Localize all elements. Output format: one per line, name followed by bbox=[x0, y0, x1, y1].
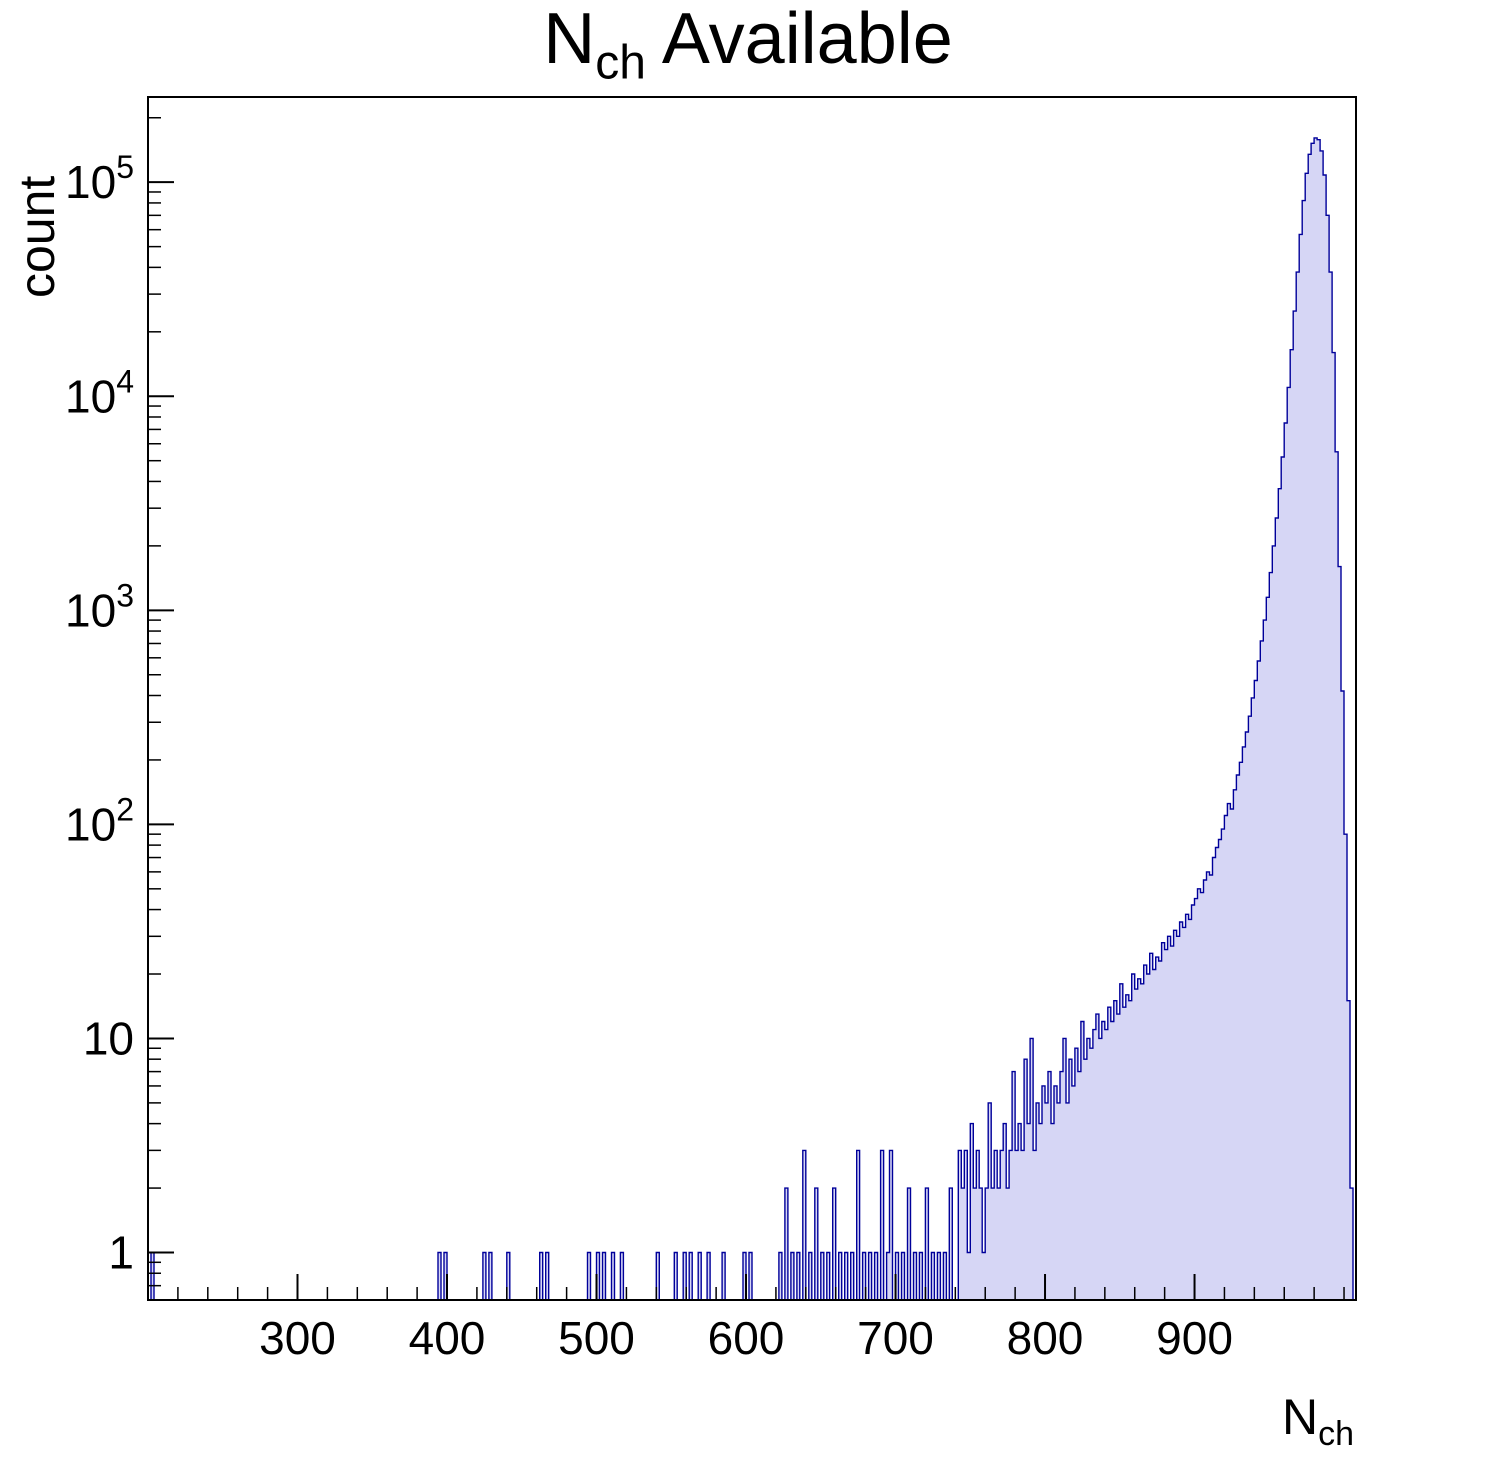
histogram-run bbox=[539, 1251, 544, 1300]
histogram-run bbox=[867, 1251, 873, 1300]
x-tick-label: 400 bbox=[409, 1312, 486, 1364]
histogram-run bbox=[924, 1187, 930, 1300]
histogram-run bbox=[873, 1251, 879, 1300]
histogram-run bbox=[879, 1149, 885, 1300]
histogram-run bbox=[784, 1187, 789, 1300]
histogram-run bbox=[930, 1251, 936, 1300]
title-subscript: ch bbox=[595, 36, 646, 90]
title-main: N bbox=[543, 0, 596, 79]
histogram-run bbox=[673, 1251, 678, 1300]
histogram-run bbox=[900, 1251, 906, 1300]
histogram-run bbox=[936, 1251, 942, 1300]
y-axis: 1 10 102 103 104 105 bbox=[65, 116, 174, 1301]
histogram-run bbox=[802, 1149, 807, 1300]
y-tick-label: 1 bbox=[108, 1227, 134, 1279]
histogram-run bbox=[688, 1251, 693, 1300]
histogram-run bbox=[826, 1251, 831, 1300]
x-tick-label: 600 bbox=[708, 1312, 785, 1364]
histogram-run bbox=[748, 1251, 753, 1300]
y-axis-title: count bbox=[9, 175, 65, 298]
histogram-run bbox=[856, 1149, 861, 1300]
histogram-run bbox=[814, 1187, 819, 1300]
histogram-run bbox=[790, 1251, 795, 1300]
x-axis-title: Nch bbox=[1282, 1388, 1354, 1454]
histogram-run bbox=[488, 1251, 493, 1300]
histogram-run bbox=[778, 1251, 783, 1300]
y-tick-label: 10 bbox=[83, 1012, 134, 1064]
histogram-run bbox=[437, 1251, 442, 1300]
histogram-run bbox=[482, 1251, 487, 1300]
histogram-run bbox=[885, 1149, 894, 1300]
histogram-run bbox=[838, 1251, 843, 1300]
histogram-run bbox=[844, 1251, 849, 1300]
plot-frame bbox=[147, 96, 1357, 1301]
histogram-run bbox=[586, 1251, 592, 1300]
title-rest: Available bbox=[645, 0, 953, 79]
histogram-run bbox=[610, 1251, 616, 1300]
y-tick-label: 102 bbox=[65, 791, 134, 850]
x-axis: 300 400 500 600 700 800 900 bbox=[177, 1274, 1345, 1364]
y-tick-label: 103 bbox=[65, 577, 134, 636]
histogram-series bbox=[150, 137, 1354, 1300]
histogram-run bbox=[150, 1251, 155, 1300]
x-tick-label: 700 bbox=[857, 1312, 934, 1364]
x-tick-label: 800 bbox=[1007, 1312, 1084, 1364]
histogram-run bbox=[721, 1251, 726, 1300]
histogram-run bbox=[850, 1251, 855, 1300]
histogram-run bbox=[942, 1251, 948, 1300]
histogram-run bbox=[861, 1251, 867, 1300]
y-tick-label: 104 bbox=[65, 363, 134, 422]
histogram-run bbox=[545, 1251, 550, 1300]
histogram-run bbox=[619, 1251, 625, 1300]
histogram-run bbox=[832, 1187, 837, 1300]
histogram-run bbox=[906, 1187, 912, 1300]
histogram-run bbox=[682, 1251, 687, 1300]
x-tick-label: 900 bbox=[1156, 1312, 1233, 1364]
histogram-run bbox=[601, 1251, 607, 1300]
histogram-run bbox=[820, 1251, 825, 1300]
x-tick-label: 300 bbox=[259, 1312, 336, 1364]
histogram-run bbox=[697, 1251, 702, 1300]
histogram-run bbox=[948, 1187, 953, 1300]
histogram-run bbox=[706, 1251, 711, 1300]
histogram-run bbox=[918, 1251, 924, 1300]
x-axis-title-main: N bbox=[1282, 1389, 1319, 1445]
histogram-run bbox=[957, 137, 1354, 1300]
x-tick-label: 500 bbox=[558, 1312, 635, 1364]
histogram-run bbox=[796, 1251, 801, 1300]
chart-title: Nch Available bbox=[0, 0, 1496, 90]
histogram-run bbox=[912, 1251, 918, 1300]
x-axis-title-subscript: ch bbox=[1318, 1415, 1355, 1453]
y-tick-label: 105 bbox=[65, 149, 134, 208]
histogram-run bbox=[808, 1251, 813, 1300]
